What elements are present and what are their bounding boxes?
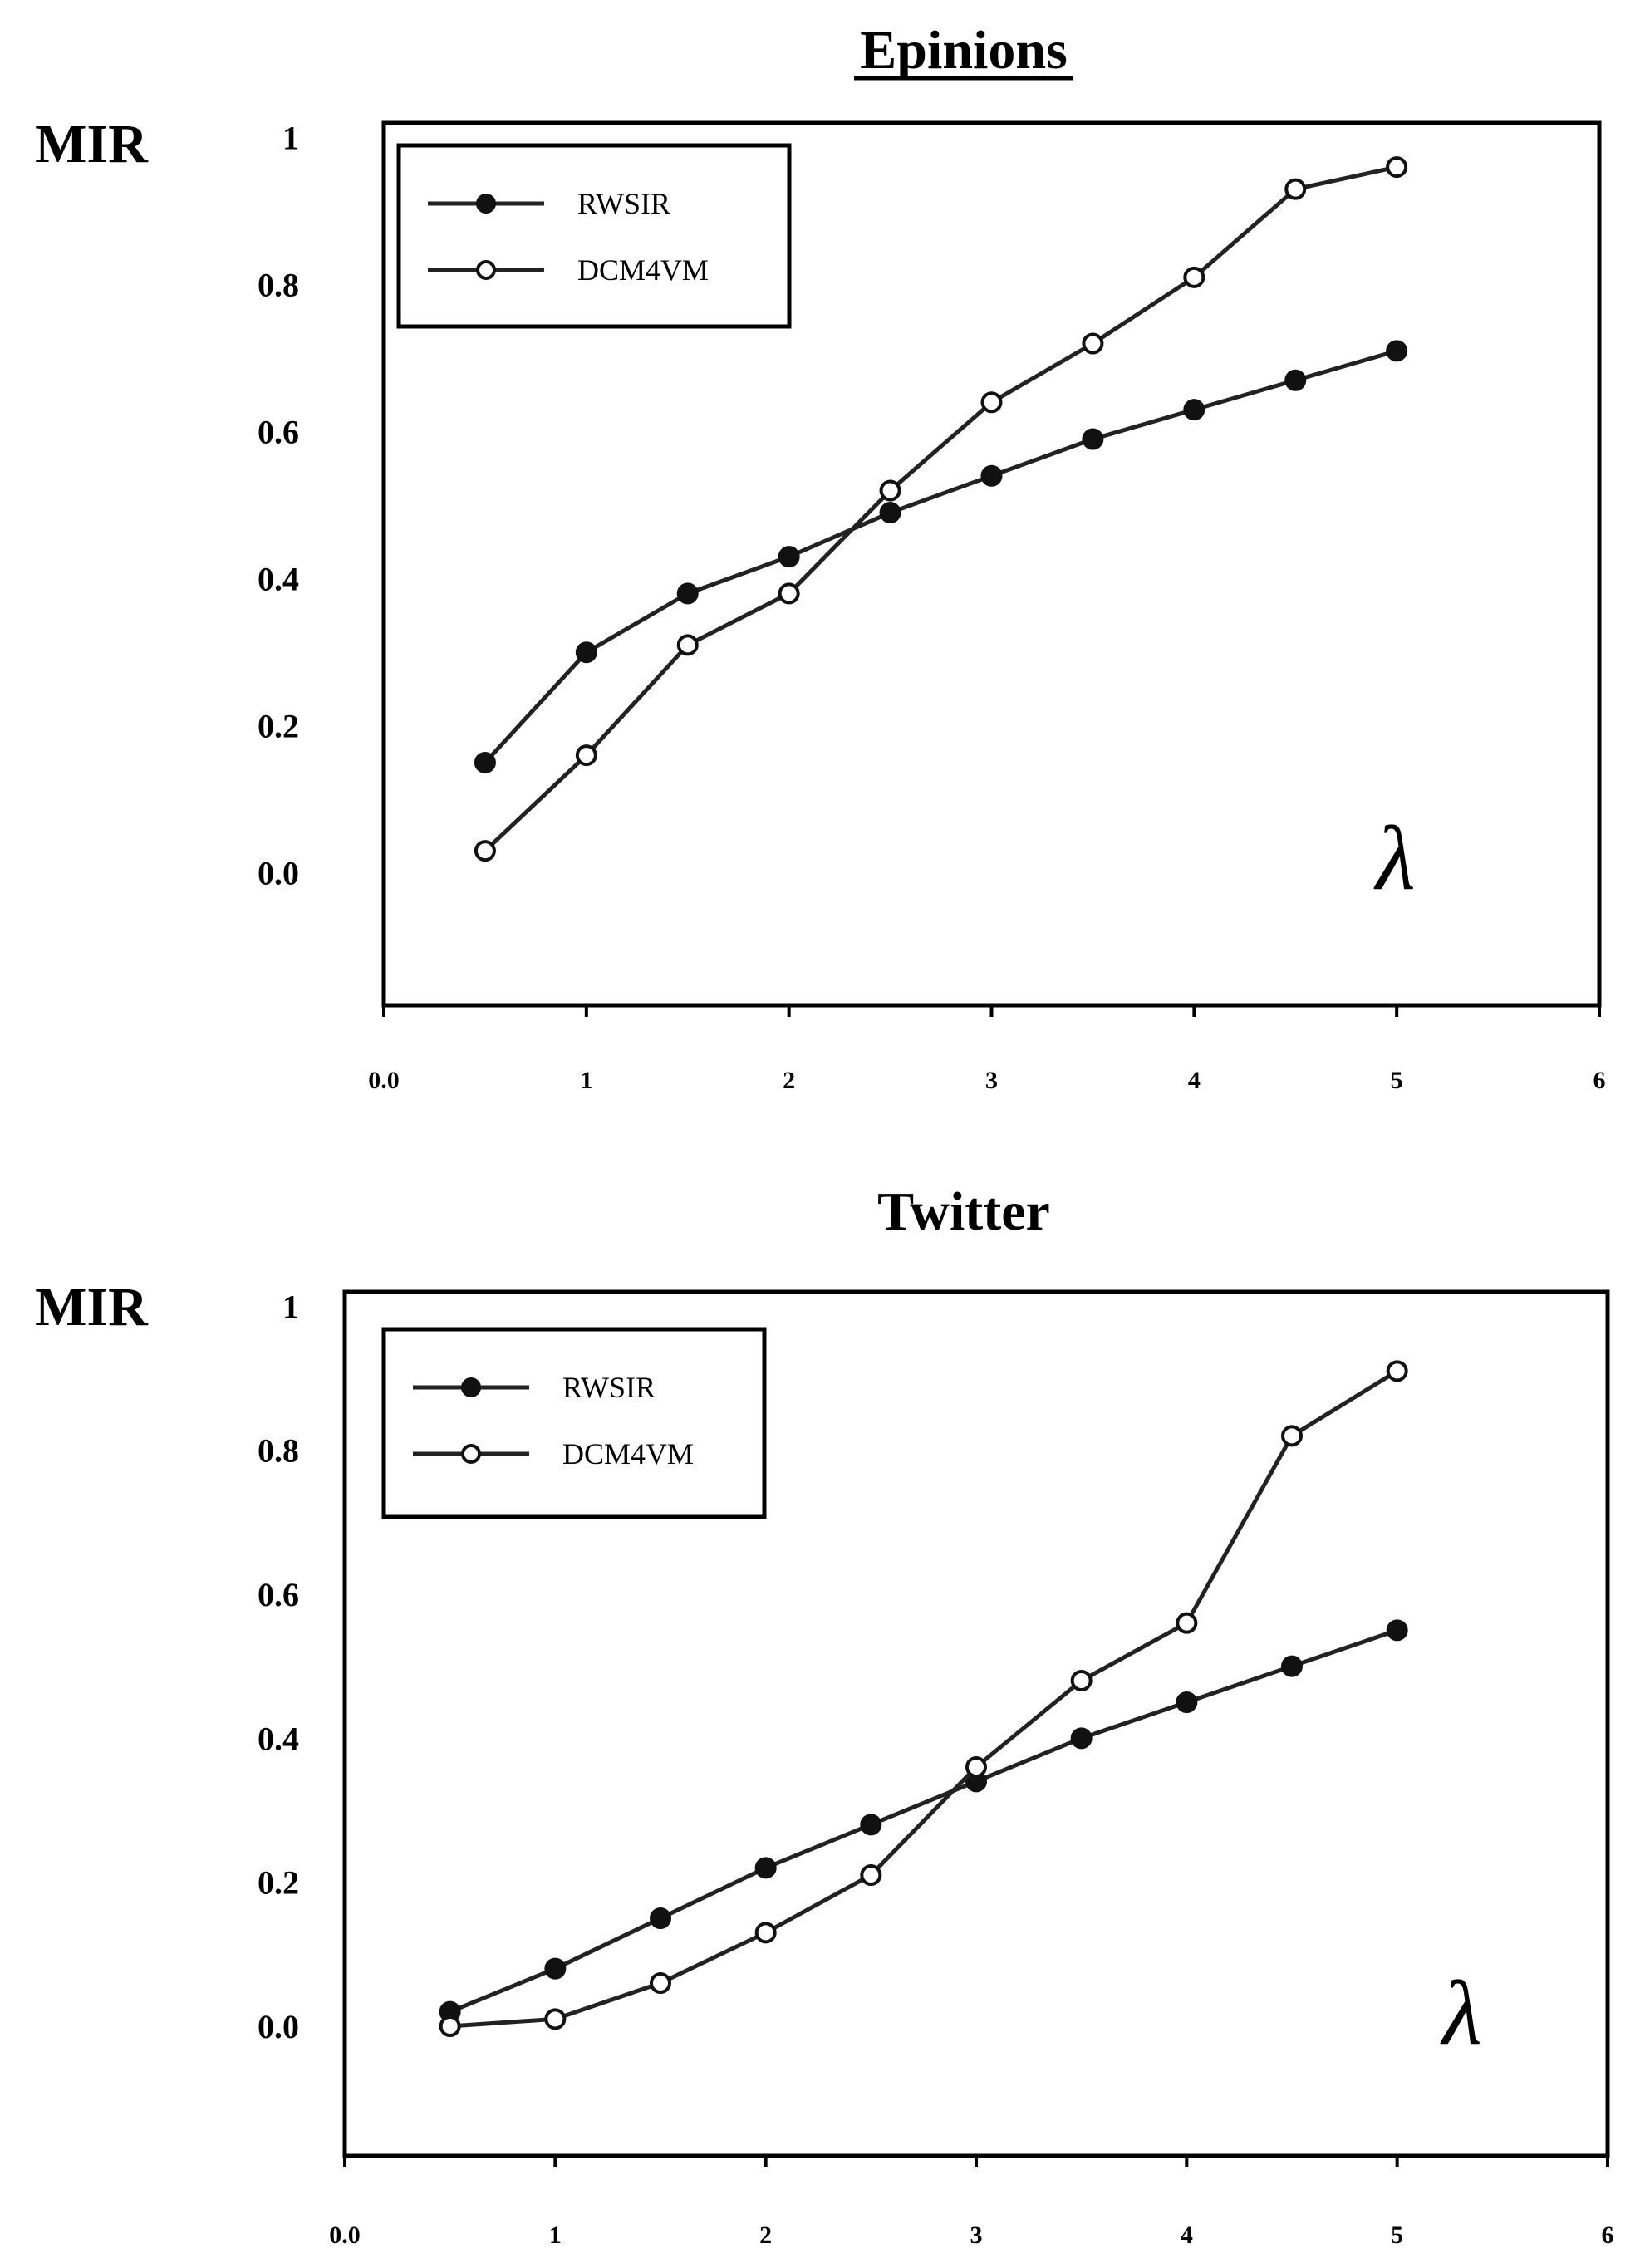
x-tick-label: 3 xyxy=(985,1067,998,1094)
lambda-annotation: λ xyxy=(1440,1962,1482,2064)
y-tick-label: 0.6 xyxy=(258,1576,299,1613)
y-axis-label: MIR xyxy=(35,114,149,174)
data-point-dcm4vm xyxy=(754,1922,777,1944)
data-point-rwsir xyxy=(474,751,496,773)
x-tick-label: 1 xyxy=(549,2221,562,2249)
data-point-rwsir xyxy=(575,641,597,664)
series-line-dcm4vm xyxy=(484,164,1397,852)
data-point-rwsir xyxy=(778,546,800,568)
x-tick-label: 0.0 xyxy=(329,2221,361,2249)
data-point-rwsir xyxy=(676,582,699,605)
data-point-rwsir xyxy=(1281,1655,1303,1677)
data-point-rwsir xyxy=(1070,1727,1093,1750)
y-tick-label: 1 xyxy=(282,1288,299,1325)
data-point-dcm4vm xyxy=(1386,1360,1408,1382)
x-tick-label: 4 xyxy=(1188,1067,1201,1094)
y-axis-label: MIR xyxy=(35,1277,149,1338)
data-point-rwsir xyxy=(1176,1691,1198,1713)
x-tick-label: 2 xyxy=(759,2221,772,2249)
x-tick-label: 5 xyxy=(1391,1067,1403,1094)
lambda-annotation: λ xyxy=(1373,808,1416,909)
data-point-dcm4vm xyxy=(1176,1612,1198,1634)
series-line-rwsir xyxy=(449,1627,1398,2014)
data-point-rwsir xyxy=(1082,428,1104,450)
series-line-dcm4vm xyxy=(449,1369,1398,2029)
data-point-dcm4vm xyxy=(879,479,901,502)
series-line-rwsir xyxy=(484,348,1397,764)
legend-box xyxy=(381,1327,767,1519)
y-tick-label: 0.0 xyxy=(258,855,299,892)
x-tick-label: 6 xyxy=(1593,1067,1606,1094)
data-point-rwsir xyxy=(879,502,901,524)
y-tick-label: 0.8 xyxy=(258,1432,299,1470)
legend-marker-dcm4vm xyxy=(476,260,496,280)
data-point-rwsir xyxy=(1386,1619,1408,1642)
data-point-rwsir xyxy=(1284,369,1307,391)
data-point-dcm4vm xyxy=(439,2015,461,2037)
data-point-dcm4vm xyxy=(544,2008,567,2030)
legend-marker-dcm4vm xyxy=(461,1444,481,1464)
data-point-dcm4vm xyxy=(778,582,800,605)
data-point-dcm4vm xyxy=(1386,156,1408,179)
data-point-dcm4vm xyxy=(1281,1425,1303,1447)
x-tick-label: 0.0 xyxy=(368,1067,400,1094)
x-tick-label: 4 xyxy=(1181,2221,1193,2249)
y-tick-label: 0.2 xyxy=(258,708,299,745)
data-point-dcm4vm xyxy=(1070,1670,1093,1691)
data-point-dcm4vm xyxy=(965,1756,987,1778)
data-point-dcm4vm xyxy=(980,391,1003,414)
x-tick-label: 3 xyxy=(970,2221,983,2249)
data-point-rwsir xyxy=(754,1857,777,1879)
x-tick-label: 2 xyxy=(783,1067,795,1094)
x-tick-label: 5 xyxy=(1391,2221,1403,2249)
x-tick-label: 6 xyxy=(1602,2221,1614,2249)
y-tick-label: 0.0 xyxy=(258,2008,299,2045)
legend-box xyxy=(396,143,792,329)
y-tick-label: 0.8 xyxy=(258,267,299,304)
data-point-dcm4vm xyxy=(1284,178,1307,200)
chart-twitter: Twitter MIR 0.0 0.2 0.4 0.6 0.8 1 0.0 1 2 3 4 5 6 RWSIR… xyxy=(35,1181,1613,2249)
legend-label-rwsir: RWSIR xyxy=(577,187,670,220)
legend-label-dcm4vm: DCM4VM xyxy=(562,1437,694,1470)
data-point-dcm4vm xyxy=(575,744,597,767)
data-point-rwsir xyxy=(544,1957,567,1980)
data-point-dcm4vm xyxy=(474,840,496,862)
data-point-rwsir xyxy=(650,1907,671,1929)
chart-epinions: Epinions MIR 0.0 0.2 0.4 0.6 0.8 1 0.0 1 2 3 4 5 6 RWSI… xyxy=(35,20,1605,1094)
data-point-dcm4vm xyxy=(860,1864,882,1886)
data-point-rwsir xyxy=(1183,399,1205,421)
data-point-dcm4vm xyxy=(676,634,699,656)
y-tick-label: 1 xyxy=(282,120,299,157)
legend-label-dcm4vm: DCM4VM xyxy=(577,253,709,287)
data-point-rwsir xyxy=(860,1814,882,1836)
data-point-dcm4vm xyxy=(1082,332,1104,355)
y-tick-label: 0.6 xyxy=(258,414,299,451)
legend-marker-rwsir xyxy=(476,194,496,214)
chart-title: Twitter xyxy=(877,1181,1050,1242)
data-point-rwsir xyxy=(1386,340,1408,362)
y-tick-label: 0.2 xyxy=(258,1864,299,1902)
x-tick-label: 1 xyxy=(580,1067,592,1094)
data-point-dcm4vm xyxy=(650,1972,671,1994)
y-tick-label: 0.4 xyxy=(258,1720,299,1757)
data-point-dcm4vm xyxy=(1183,266,1205,288)
legend-marker-rwsir xyxy=(461,1377,481,1397)
chart-title: Epinions xyxy=(860,20,1068,81)
legend-label-rwsir: RWSIR xyxy=(562,1371,656,1404)
data-point-rwsir xyxy=(980,464,1003,487)
y-tick-label: 0.4 xyxy=(258,561,299,598)
